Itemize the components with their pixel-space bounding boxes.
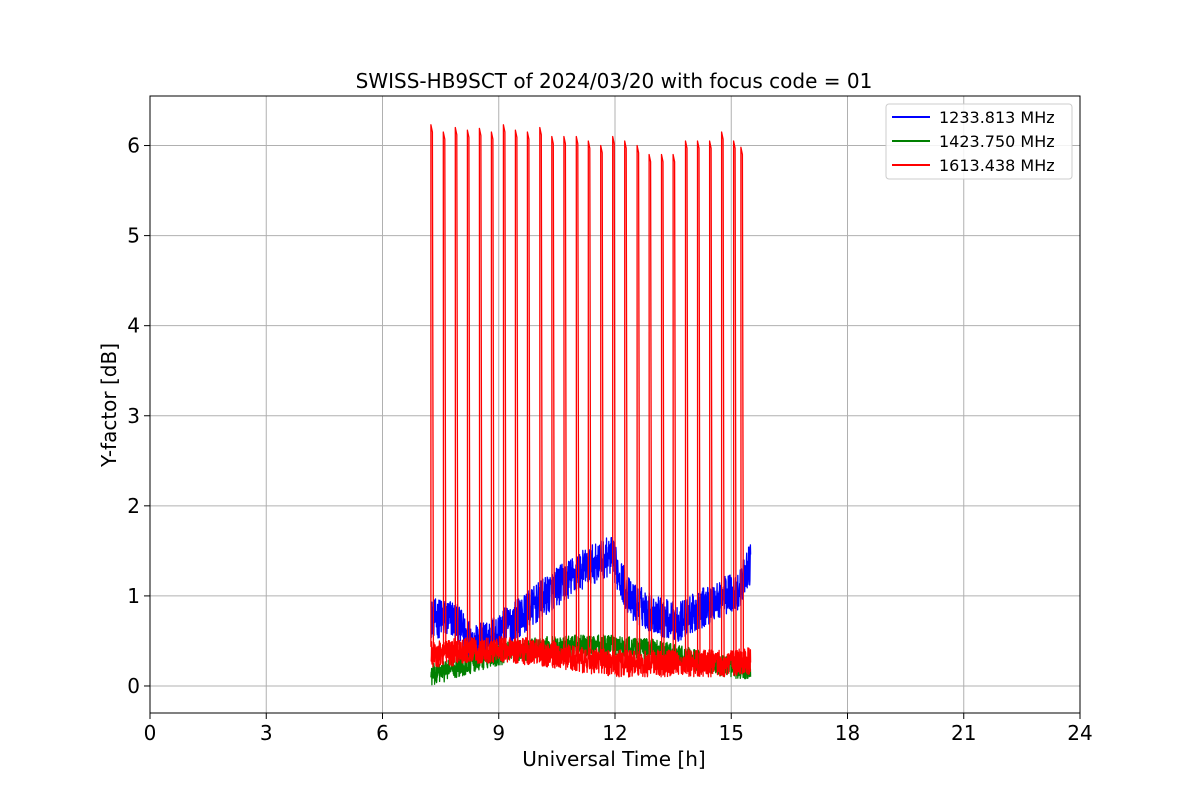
y-tick-label: 6 (127, 134, 140, 158)
x-tick-label: 0 (144, 721, 157, 745)
y-tick-label: 4 (127, 314, 140, 338)
y-tick-label: 0 (127, 674, 140, 698)
series-line (430, 124, 752, 678)
chart-title: SWISS-HB9SCT of 2024/03/20 with focus co… (356, 69, 873, 93)
legend-label: 1423.750 MHz (939, 132, 1055, 151)
x-tick-label: 18 (835, 721, 860, 745)
y-tick-label: 1 (127, 584, 140, 608)
y-tick-label: 3 (127, 404, 140, 428)
legend-label: 1613.438 MHz (939, 156, 1055, 175)
y-tick-label: 5 (127, 224, 140, 248)
x-axis-label: Universal Time [h] (522, 747, 705, 771)
x-tick-label: 24 (1067, 721, 1092, 745)
x-tick-label: 21 (951, 721, 976, 745)
x-tick-label: 6 (376, 721, 389, 745)
legend-label: 1233.813 MHz (939, 108, 1055, 127)
x-tick-label: 12 (602, 721, 627, 745)
x-tick-label: 15 (719, 721, 744, 745)
series-layer (430, 124, 752, 686)
y-axis-label: Y-factor [dB] (97, 343, 121, 468)
x-tick-label: 9 (492, 721, 505, 745)
x-tick-label: 3 (260, 721, 273, 745)
legend-box (885, 103, 1073, 180)
legend: 1233.813 MHz 1423.750 MHz 1613.438 MHz (885, 103, 1073, 180)
y-tick-label: 2 (127, 494, 140, 518)
